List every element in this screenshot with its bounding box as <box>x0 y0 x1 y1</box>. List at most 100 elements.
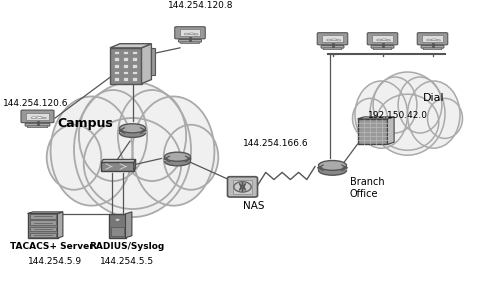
Text: 144.254.5.5: 144.254.5.5 <box>100 257 154 266</box>
FancyBboxPatch shape <box>180 29 201 36</box>
Ellipse shape <box>332 39 337 41</box>
Ellipse shape <box>164 157 190 166</box>
FancyBboxPatch shape <box>417 33 448 45</box>
FancyBboxPatch shape <box>136 65 140 68</box>
Ellipse shape <box>318 165 346 175</box>
FancyBboxPatch shape <box>114 57 118 61</box>
FancyBboxPatch shape <box>111 227 124 236</box>
Ellipse shape <box>373 77 417 133</box>
FancyBboxPatch shape <box>372 35 393 42</box>
FancyBboxPatch shape <box>178 39 202 42</box>
FancyBboxPatch shape <box>322 35 343 42</box>
FancyBboxPatch shape <box>132 77 137 81</box>
Polygon shape <box>142 44 152 84</box>
FancyBboxPatch shape <box>132 51 137 54</box>
FancyBboxPatch shape <box>144 59 148 62</box>
Ellipse shape <box>79 90 147 181</box>
FancyBboxPatch shape <box>110 48 142 84</box>
Polygon shape <box>58 212 63 238</box>
Circle shape <box>115 218 120 221</box>
FancyBboxPatch shape <box>25 123 50 126</box>
Ellipse shape <box>352 98 388 138</box>
Ellipse shape <box>318 161 346 170</box>
FancyBboxPatch shape <box>318 165 346 170</box>
FancyBboxPatch shape <box>228 177 258 197</box>
Ellipse shape <box>398 77 442 133</box>
Ellipse shape <box>194 34 198 35</box>
FancyBboxPatch shape <box>367 33 398 45</box>
FancyBboxPatch shape <box>358 119 388 144</box>
Ellipse shape <box>428 98 462 138</box>
Text: TACACS+ Server: TACACS+ Server <box>10 242 94 251</box>
Ellipse shape <box>164 125 218 190</box>
Ellipse shape <box>426 39 432 41</box>
FancyBboxPatch shape <box>164 157 190 161</box>
Ellipse shape <box>376 39 382 41</box>
FancyBboxPatch shape <box>30 227 56 231</box>
Ellipse shape <box>355 81 408 148</box>
Ellipse shape <box>46 125 102 190</box>
FancyBboxPatch shape <box>423 48 442 50</box>
FancyBboxPatch shape <box>233 180 252 194</box>
Text: RADIUS/Syslog: RADIUS/Syslog <box>89 242 164 251</box>
Text: 144.254.120.6: 144.254.120.6 <box>2 99 68 108</box>
FancyBboxPatch shape <box>120 128 146 133</box>
FancyBboxPatch shape <box>132 71 137 74</box>
Ellipse shape <box>164 152 190 161</box>
FancyBboxPatch shape <box>26 113 49 120</box>
Ellipse shape <box>336 40 340 41</box>
FancyBboxPatch shape <box>114 77 118 81</box>
Polygon shape <box>110 44 152 48</box>
Ellipse shape <box>326 39 332 41</box>
FancyBboxPatch shape <box>318 33 348 45</box>
Ellipse shape <box>132 97 214 206</box>
Ellipse shape <box>189 33 194 35</box>
Polygon shape <box>134 159 136 171</box>
Ellipse shape <box>370 72 445 155</box>
FancyBboxPatch shape <box>323 48 342 50</box>
Ellipse shape <box>84 118 181 209</box>
Text: Branch
Office: Branch Office <box>350 177 384 199</box>
Ellipse shape <box>436 40 440 41</box>
Polygon shape <box>358 117 394 119</box>
FancyBboxPatch shape <box>28 126 48 128</box>
Ellipse shape <box>382 39 387 41</box>
FancyBboxPatch shape <box>132 64 137 68</box>
FancyBboxPatch shape <box>101 162 134 171</box>
FancyBboxPatch shape <box>135 48 155 75</box>
FancyBboxPatch shape <box>21 110 54 123</box>
Ellipse shape <box>31 117 36 118</box>
FancyBboxPatch shape <box>123 77 128 81</box>
FancyBboxPatch shape <box>123 71 128 74</box>
Ellipse shape <box>120 124 146 133</box>
FancyBboxPatch shape <box>144 65 148 68</box>
FancyBboxPatch shape <box>30 233 56 237</box>
FancyBboxPatch shape <box>28 213 58 238</box>
Text: 144.254.5.9: 144.254.5.9 <box>28 257 82 266</box>
Ellipse shape <box>74 82 191 217</box>
FancyBboxPatch shape <box>144 71 148 74</box>
FancyBboxPatch shape <box>123 51 128 54</box>
Ellipse shape <box>120 128 146 138</box>
Text: 144.254.120.8: 144.254.120.8 <box>168 1 233 10</box>
FancyBboxPatch shape <box>110 214 126 238</box>
Ellipse shape <box>118 90 186 181</box>
FancyBboxPatch shape <box>30 220 56 225</box>
Polygon shape <box>126 212 132 238</box>
FancyBboxPatch shape <box>136 59 140 62</box>
Polygon shape <box>388 117 394 144</box>
Ellipse shape <box>432 39 437 41</box>
Polygon shape <box>28 212 63 213</box>
Ellipse shape <box>36 117 43 118</box>
Text: 144.254.166.6: 144.254.166.6 <box>242 139 308 148</box>
FancyBboxPatch shape <box>132 57 137 61</box>
FancyBboxPatch shape <box>30 214 56 219</box>
FancyBboxPatch shape <box>321 45 344 48</box>
FancyBboxPatch shape <box>422 35 443 42</box>
FancyBboxPatch shape <box>371 45 394 48</box>
Text: Dial: Dial <box>422 93 444 103</box>
FancyBboxPatch shape <box>175 27 206 39</box>
Polygon shape <box>101 159 136 162</box>
FancyBboxPatch shape <box>123 64 128 68</box>
Ellipse shape <box>376 94 439 150</box>
